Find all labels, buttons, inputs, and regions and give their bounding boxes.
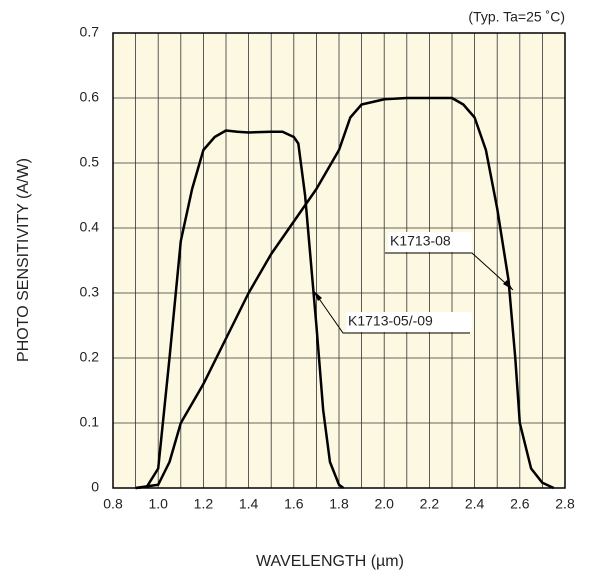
x-tick-label: 1.8	[329, 496, 349, 512]
x-tick-label: 1.0	[148, 496, 168, 512]
series-label: K1713-08	[390, 233, 451, 249]
x-axis-title: WAVELENGTH (µm)	[256, 553, 404, 570]
grid	[112, 32, 566, 489]
y-axis-title: PHOTO SENSITIVITY (A/W)	[15, 158, 32, 362]
plot-frame	[112, 32, 566, 489]
x-tick-label: 0.8	[103, 496, 123, 512]
x-tick-label: 1.2	[194, 496, 214, 512]
y-tick-label: 0.1	[80, 414, 100, 430]
x-tick-label: 1.4	[239, 496, 259, 512]
series-line	[135, 129, 345, 490]
y-tick-label: 0	[91, 479, 99, 495]
label-bg	[388, 232, 472, 252]
annotation: (Typ. Ta=25 ˚C)	[468, 9, 565, 25]
series-line	[135, 96, 555, 490]
y-tick-label: 0.6	[80, 89, 100, 105]
x-tick-label: 2.6	[510, 496, 530, 512]
x-tick-label: 2.8	[555, 496, 575, 512]
y-tick-label: 0.7	[80, 24, 100, 40]
lines	[135, 96, 555, 490]
y-tick-label: 0.3	[80, 284, 100, 300]
series-label: K1713-05/-09	[348, 313, 433, 329]
x-tick-label: 2.0	[374, 496, 394, 512]
x-tick-label: 1.6	[284, 496, 304, 512]
arrow-head	[503, 280, 513, 290]
y-tick-label: 0.2	[80, 349, 100, 365]
label-bg	[346, 312, 472, 332]
x-tick-label: 2.4	[465, 496, 485, 512]
x-tick-label: 2.2	[420, 496, 440, 512]
arrow-head	[313, 290, 322, 301]
leader-line	[385, 252, 514, 291]
y-tick-label: 0.4	[80, 219, 100, 235]
y-tick-label: 0.5	[80, 154, 100, 170]
leader-line	[312, 289, 470, 334]
